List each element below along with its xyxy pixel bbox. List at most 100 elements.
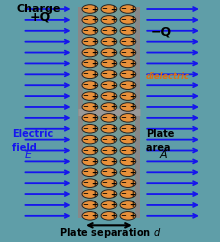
Ellipse shape [82, 59, 98, 68]
Text: +: + [91, 37, 97, 46]
Ellipse shape [101, 16, 117, 24]
Text: +: + [129, 15, 135, 24]
Text: +: + [91, 168, 97, 177]
Ellipse shape [120, 70, 136, 79]
Text: −: − [121, 60, 126, 67]
Text: −: − [121, 213, 126, 219]
Ellipse shape [120, 81, 136, 90]
Text: −: − [82, 159, 88, 164]
Text: +: + [91, 200, 97, 209]
Text: −: − [102, 213, 107, 219]
Text: −: − [102, 6, 107, 12]
Ellipse shape [82, 179, 98, 188]
Ellipse shape [120, 179, 136, 188]
Text: +: + [110, 48, 116, 57]
Ellipse shape [120, 135, 136, 144]
Text: −: − [82, 39, 88, 45]
Bar [135, 7, 139, 218]
Text: −Q: −Q [151, 25, 172, 38]
Text: +Q: +Q [29, 11, 51, 24]
Ellipse shape [101, 103, 117, 111]
Ellipse shape [120, 92, 136, 100]
Text: +: + [91, 70, 97, 79]
Text: −: − [82, 213, 88, 219]
Text: +: + [110, 70, 116, 79]
Text: +: + [91, 59, 97, 68]
Ellipse shape [101, 81, 117, 90]
Text: +: + [110, 135, 116, 144]
Text: Charge: Charge [17, 4, 61, 14]
Text: +: + [129, 200, 135, 209]
Text: −: − [102, 159, 107, 164]
Ellipse shape [82, 201, 98, 209]
Ellipse shape [101, 5, 117, 13]
Ellipse shape [82, 103, 98, 111]
Text: +: + [129, 81, 135, 90]
Ellipse shape [120, 103, 136, 111]
Text: −: − [102, 93, 107, 99]
Ellipse shape [101, 135, 117, 144]
Text: +: + [129, 102, 135, 112]
Ellipse shape [82, 27, 98, 35]
Ellipse shape [82, 5, 98, 13]
Text: −: − [121, 39, 126, 45]
Text: +: + [129, 157, 135, 166]
Text: +: + [110, 189, 116, 198]
Text: −: − [102, 115, 107, 121]
Text: −: − [102, 126, 107, 132]
Text: −: − [121, 6, 126, 12]
Text: −: − [82, 148, 88, 153]
Ellipse shape [101, 38, 117, 46]
Ellipse shape [120, 190, 136, 198]
Ellipse shape [120, 27, 136, 35]
Text: dielectric: dielectric [146, 72, 190, 81]
Ellipse shape [82, 212, 98, 220]
Text: $E$: $E$ [24, 148, 33, 160]
Ellipse shape [101, 113, 117, 122]
Ellipse shape [120, 124, 136, 133]
Text: $A$: $A$ [159, 148, 169, 160]
Text: −: − [82, 6, 88, 12]
Text: −: − [102, 180, 107, 186]
Text: +: + [110, 113, 116, 122]
Text: +: + [91, 91, 97, 101]
Text: −: − [82, 71, 88, 77]
Text: −: − [121, 71, 126, 77]
Ellipse shape [82, 16, 98, 24]
Ellipse shape [101, 201, 117, 209]
Text: −: − [121, 93, 126, 99]
Text: +: + [110, 102, 116, 112]
Text: +: + [110, 26, 116, 35]
Text: −: − [102, 71, 107, 77]
Ellipse shape [101, 212, 117, 220]
Text: +: + [110, 124, 116, 133]
Text: +: + [91, 146, 97, 155]
Ellipse shape [101, 179, 117, 188]
Text: −: − [121, 159, 126, 164]
Ellipse shape [101, 27, 117, 35]
Text: −: − [121, 148, 126, 153]
Text: +: + [129, 211, 135, 220]
Text: −: − [82, 50, 88, 56]
Text: +: + [129, 168, 135, 177]
Text: +: + [110, 15, 116, 24]
Text: +: + [91, 81, 97, 90]
Ellipse shape [120, 59, 136, 68]
Ellipse shape [82, 168, 98, 177]
Text: +: + [110, 200, 116, 209]
Text: +: + [110, 179, 116, 188]
Text: +: + [129, 26, 135, 35]
Text: −: − [121, 126, 126, 132]
Text: −: − [102, 191, 107, 197]
Text: +: + [129, 124, 135, 133]
Text: −: − [82, 137, 88, 143]
Ellipse shape [120, 201, 136, 209]
Text: +: + [129, 5, 135, 14]
Text: −: − [82, 126, 88, 132]
Ellipse shape [120, 5, 136, 13]
Text: −: − [82, 60, 88, 67]
Text: +: + [110, 168, 116, 177]
Ellipse shape [82, 146, 98, 155]
Text: −: − [121, 191, 126, 197]
Ellipse shape [101, 146, 117, 155]
